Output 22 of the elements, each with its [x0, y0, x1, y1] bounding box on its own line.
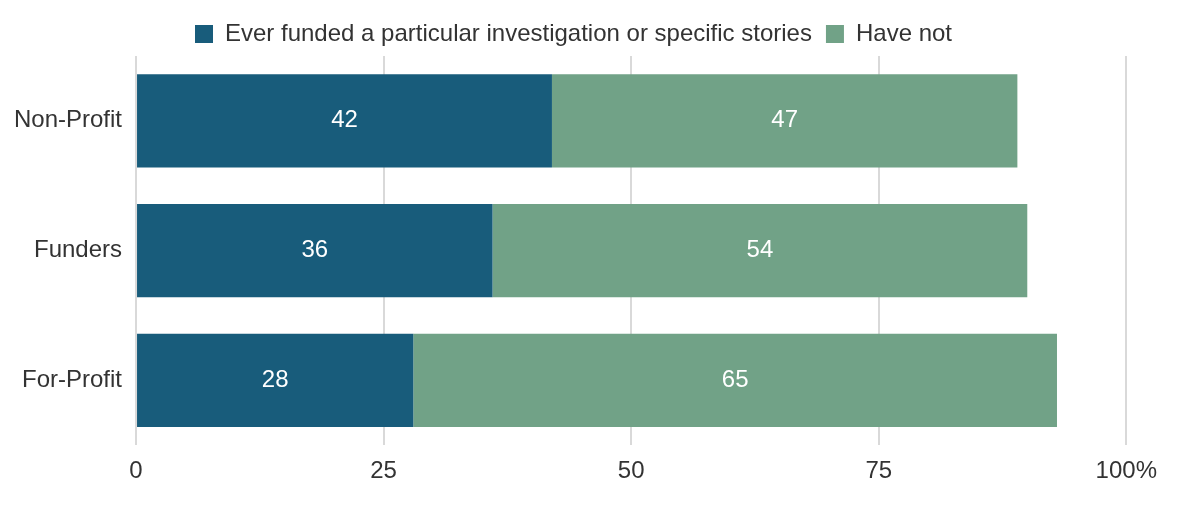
data-label: 36 — [301, 235, 329, 263]
x-tick-label: 0 — [129, 456, 143, 484]
x-tick-label: 75 — [865, 456, 893, 484]
data-label: 54 — [746, 235, 774, 263]
legend-label: Ever funded a particular investigation or specific stories — [224, 18, 812, 46]
data-label: 42 — [331, 105, 358, 133]
bar — [413, 333, 1057, 428]
data-label: 47 — [771, 105, 799, 133]
x-tick-label: 50 — [617, 456, 645, 484]
bar — [137, 74, 552, 168]
bar — [551, 74, 1018, 168]
data-label: 65 — [721, 364, 749, 392]
legend-label: Have not — [855, 18, 953, 46]
bar — [492, 203, 1028, 298]
x-tick-label: 25 — [370, 456, 397, 484]
x-tick-label: 100% — [1095, 456, 1157, 484]
y-tick-label: For-Profit — [22, 364, 123, 392]
y-tick-label: Funders — [33, 235, 123, 263]
bar — [137, 333, 414, 428]
y-tick-label: Non-Profit — [13, 105, 123, 133]
bar — [137, 203, 493, 298]
data-label: 28 — [261, 364, 289, 392]
